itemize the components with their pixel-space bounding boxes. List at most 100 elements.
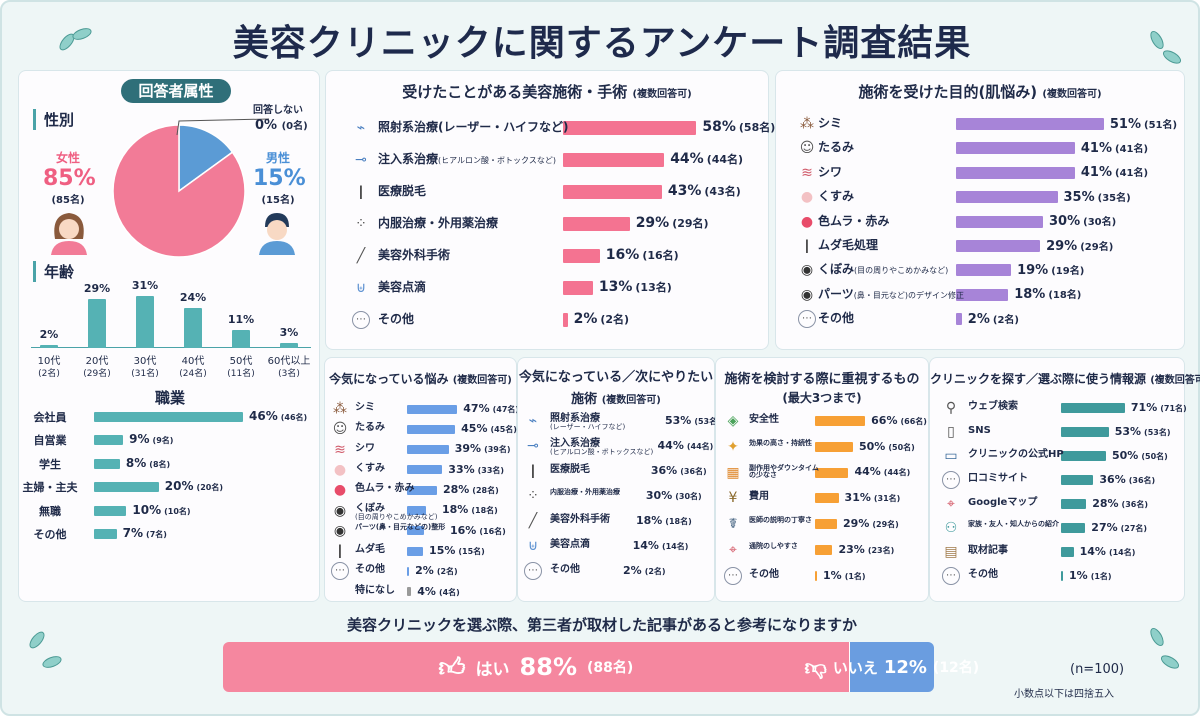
age-value: 3% (279, 325, 299, 339)
female-label: 女性 (55, 151, 80, 165)
age-count: (11名) (227, 369, 255, 379)
occupation-value: 7% (7名) (123, 526, 167, 540)
hair-icon: ǀ (337, 543, 343, 560)
priorities-title: 施術を検討する際に重視するもの (最大3つまで) (716, 368, 928, 406)
priorities-label: 医師の説明の丁寧さ (749, 516, 812, 525)
male-block: 男性 15% (15名) (253, 149, 306, 206)
yes-label: はい (475, 659, 510, 680)
purposes-label: パーツ(鼻・目元など)のデザイン修正 (818, 287, 964, 301)
other-icon: ⋯ (524, 562, 542, 580)
purposes-pct: 41% (1080, 140, 1113, 156)
treatments-bar (563, 313, 568, 327)
eye-icon: ◉ (800, 262, 814, 279)
treatments-count: (58名) (738, 120, 776, 134)
purposes-label: シワ (818, 165, 842, 179)
concerns-pct: 28% (442, 483, 470, 497)
concerns-note: (複数回答可) (452, 375, 512, 386)
treatments-label: 照射系治療(レーザー・ハイフなど) (378, 120, 569, 134)
sources-bar (1061, 427, 1109, 437)
occupation-label: 無職 (39, 504, 61, 518)
treatments-count: (2名) (600, 312, 630, 326)
occupation-bar (94, 412, 244, 422)
sources-count: (36名) (1121, 499, 1148, 509)
other-icon: ⋯ (798, 310, 816, 329)
yes-count: (88名) (587, 660, 634, 676)
concerns-label-text: くぼみ (355, 502, 385, 514)
no-label: いいえ (832, 658, 878, 677)
priorities-label-text: 副作用やダウンタイム (749, 463, 819, 472)
purposes-panel: 施術を受けた目的(肌悩み) (複数回答可) ⁂ シミ 51% (51名) ☺ たるみ 41%(… (775, 70, 1185, 350)
no-answer-value: 0% (0名) (255, 117, 308, 133)
syringe-icon: ⊸ (527, 438, 539, 454)
occupation-label: 主婦・主夫 (22, 481, 78, 495)
concerns-count: (39名) (484, 445, 511, 455)
purposes-label-text: シミ (818, 116, 843, 130)
treatments-pct: 44% (670, 150, 704, 167)
sources-value: 14% (14名) (1080, 545, 1136, 558)
rounding-note: 小数点以下は四捨五入 (1014, 689, 1114, 700)
age-title: 年齢 (33, 261, 74, 282)
yes-value: 88% (519, 653, 577, 681)
sources-bar (1061, 403, 1125, 413)
purposes-value: 51% (51名) (1110, 116, 1177, 132)
sources-pct: 14% (1079, 544, 1106, 558)
purposes-label-text: 色ムラ・赤み (818, 213, 890, 228)
priorities-value: 50% (50名) (859, 440, 915, 453)
next_treatments-bar (615, 566, 617, 576)
age-label: 50代 (229, 356, 253, 367)
info-sources-panel: クリニックを探す／選ぶ際に使う情報源 (複数回答可) ⚲ ウェブ検索 71%(71名)… (929, 357, 1200, 602)
thumbs-up-icon: 👍︎ (438, 652, 466, 683)
wrinkle-icon: ≋ (801, 164, 813, 181)
purposes-label-text: その他 (818, 311, 855, 326)
next_treatments-label: 注入系治療 (ヒアルロン酸・ボトックスなど) (550, 438, 653, 457)
treatments-label: 美容点滴 (378, 280, 426, 294)
female-count: (85名) (51, 195, 85, 206)
treatments-pct: 13% (598, 278, 633, 295)
purposes-bar (956, 288, 1009, 301)
sources-pct: 28% (1092, 496, 1119, 510)
sources-label-text: SNS (968, 425, 991, 436)
next_treatments-count: (18名) (665, 516, 692, 526)
next_treatments-label-text: 美容外科手術 (550, 514, 610, 525)
treatments-bar (563, 185, 662, 199)
concerns-count: (45名) (490, 425, 517, 435)
purposes-bar (956, 142, 1075, 155)
sources-value: 1% (1名) (1069, 569, 1112, 582)
male-value: 15% (253, 166, 306, 191)
concerns-label-text: シワ (355, 442, 375, 454)
sources-label-text: 口コミサイト (968, 473, 1028, 484)
purposes-pct: 35% (1063, 189, 1095, 205)
occupation-pct: 8% (125, 455, 147, 470)
concerns-label-text: 色ムラ・赤み (355, 483, 415, 495)
age-bar (40, 344, 58, 348)
occupation-label: 自営業 (33, 434, 67, 448)
purposes-bar (956, 166, 1075, 179)
age-count: (24名) (179, 369, 207, 379)
next_treatments-label: 照射系治療 (レーザー・ハイフなど) (550, 413, 625, 432)
concerns-bar (407, 526, 425, 536)
occupation-label: 学生 (39, 457, 61, 471)
other-icon: ⋯ (942, 567, 960, 585)
iv-drip-icon: ⊎ (355, 280, 367, 296)
purposes-count: (18名) (1048, 290, 1082, 302)
sources-label: 家族・友人・知人からの紹介 (968, 520, 1059, 529)
male-avatar (259, 213, 295, 255)
sources-label: その他 (968, 569, 998, 580)
occupation-bar (94, 505, 127, 516)
hair-icon: ǀ (530, 463, 536, 479)
age-axis (31, 347, 311, 348)
treatments-count: (43名) (704, 184, 741, 198)
age-count: (3名) (278, 369, 300, 379)
treatments-pct: 16% (605, 246, 640, 263)
gender-title: 性別 (33, 109, 74, 130)
treatments-bar (563, 281, 593, 295)
concerns-label: くぼみ (目の周りやこめかみなど) (355, 503, 437, 522)
sources-pct: 71% (1130, 400, 1158, 414)
sources-bar (1061, 523, 1086, 533)
no-count: (12名) (932, 660, 980, 676)
treatments-bar (563, 121, 697, 135)
iv-drip-icon: ⊎ (527, 538, 539, 554)
purposes-count: (19名) (1051, 265, 1085, 277)
concerns-value: 28% (28名) (443, 483, 499, 496)
occupation-bar (94, 458, 120, 469)
